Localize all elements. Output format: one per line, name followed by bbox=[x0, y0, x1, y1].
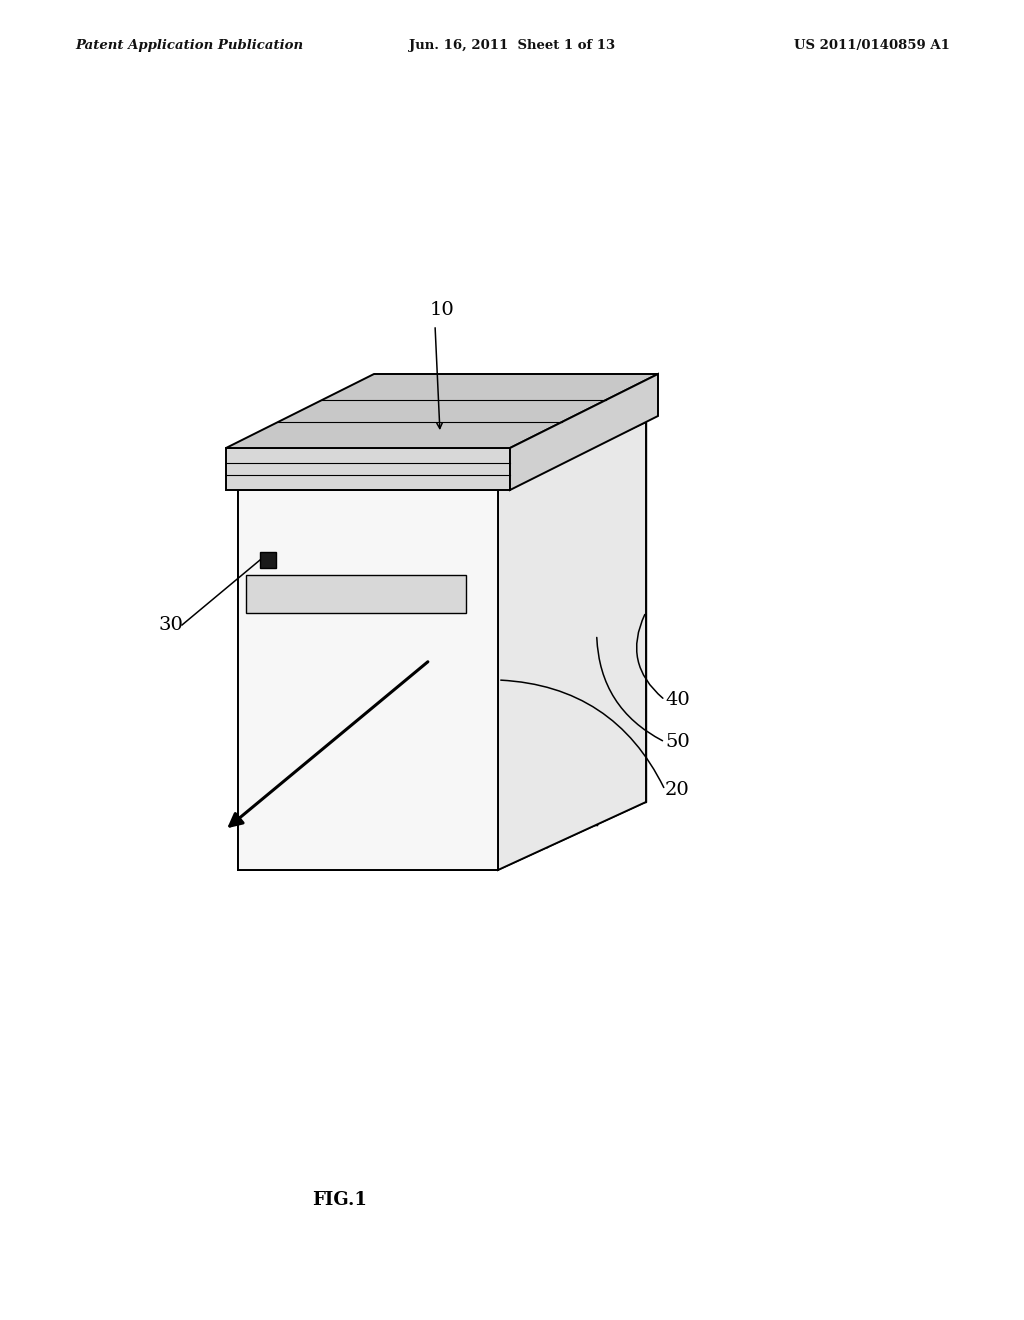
Text: 20: 20 bbox=[665, 781, 690, 799]
Bar bbox=[260, 552, 276, 568]
Text: US 2011/0140859 A1: US 2011/0140859 A1 bbox=[795, 38, 950, 51]
Polygon shape bbox=[510, 374, 658, 490]
Polygon shape bbox=[226, 374, 658, 447]
Polygon shape bbox=[226, 447, 510, 490]
Text: 30: 30 bbox=[158, 616, 183, 634]
Text: 40: 40 bbox=[665, 690, 690, 709]
Polygon shape bbox=[238, 422, 646, 490]
Text: Jun. 16, 2011  Sheet 1 of 13: Jun. 16, 2011 Sheet 1 of 13 bbox=[409, 38, 615, 51]
Text: Patent Application Publication: Patent Application Publication bbox=[75, 38, 303, 51]
Text: 50: 50 bbox=[665, 733, 690, 751]
Bar bbox=[246, 576, 466, 612]
Polygon shape bbox=[288, 467, 548, 847]
Polygon shape bbox=[498, 422, 646, 870]
Polygon shape bbox=[386, 422, 646, 803]
Polygon shape bbox=[238, 490, 498, 870]
Text: 10: 10 bbox=[430, 301, 455, 319]
Polygon shape bbox=[337, 445, 597, 825]
Text: FIG.1: FIG.1 bbox=[312, 1191, 368, 1209]
Polygon shape bbox=[238, 490, 498, 870]
